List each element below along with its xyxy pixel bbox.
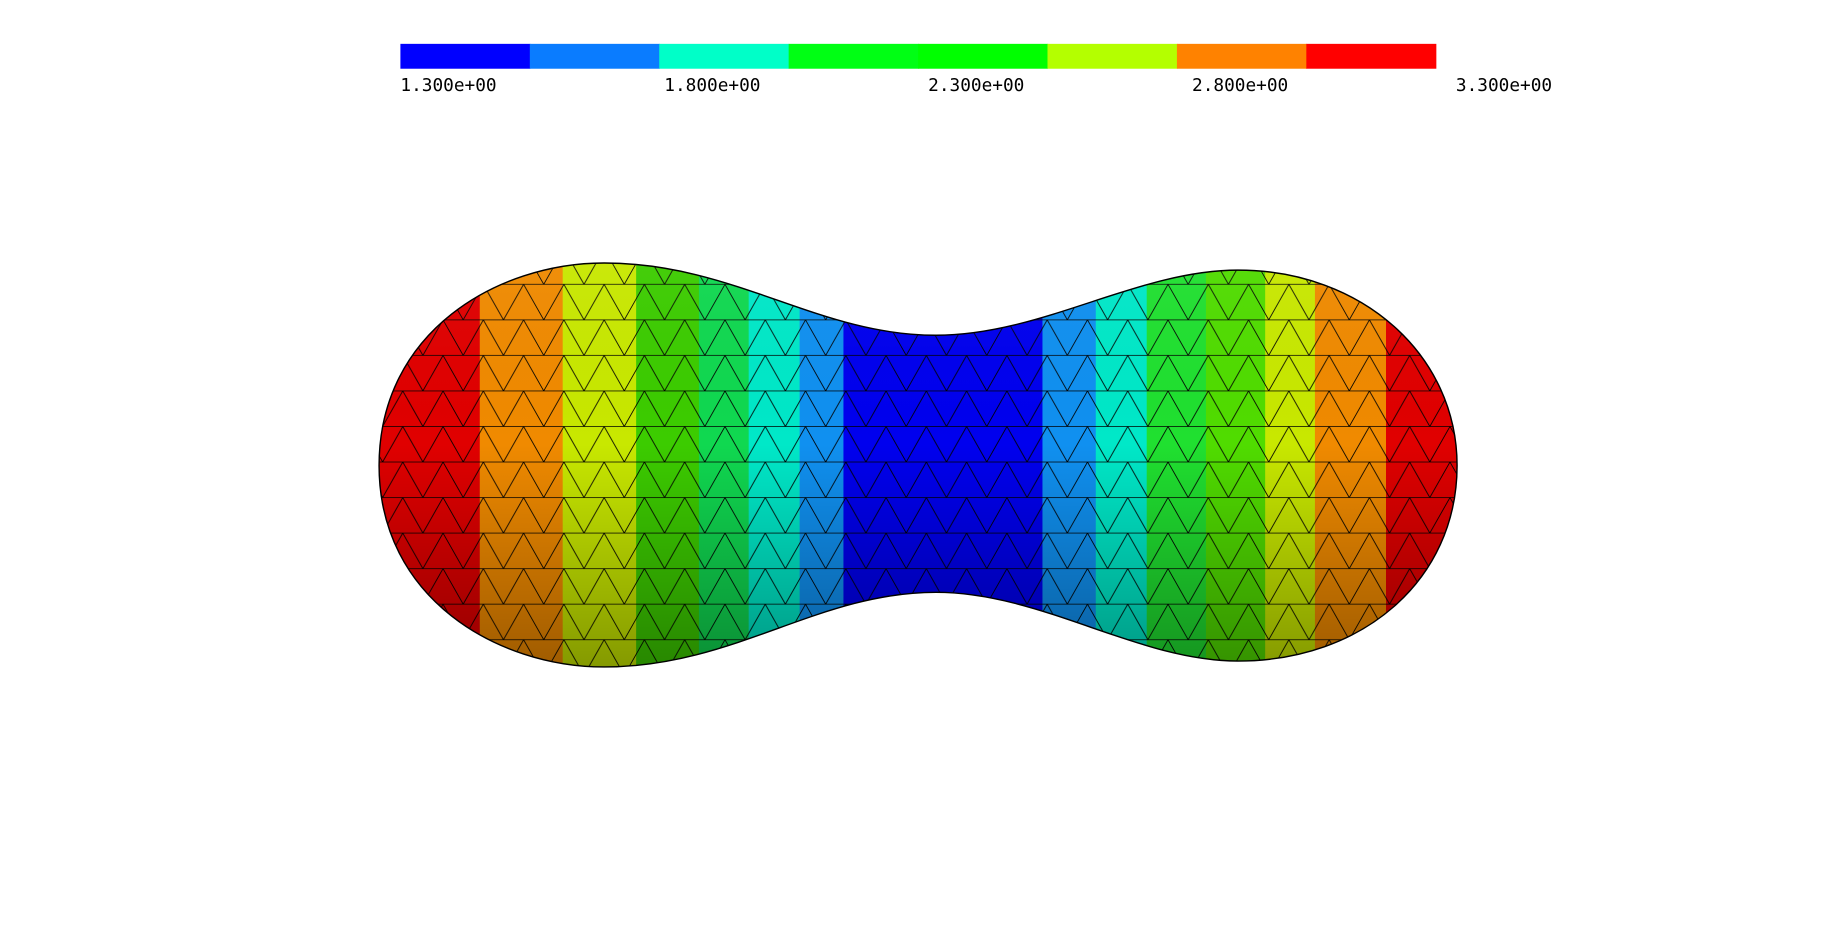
colorbar-segment [788, 43, 919, 69]
colorbar-label: 3.300e+00 [1456, 76, 1552, 96]
colorbar-segment [400, 43, 531, 69]
colorbar-label: 1.800e+00 [664, 76, 760, 96]
colorbar-label: 2.800e+00 [1192, 76, 1288, 96]
colorbar: 1.300e+00 1.800e+00 2.300e+00 2.800e+00 3.30… [400, 43, 1552, 96]
colorbar-segment [1176, 43, 1307, 69]
surface-outline [378, 262, 1458, 668]
colorbar-segment [529, 43, 660, 69]
dumbbell-surface [379, 263, 1458, 667]
colorbar-segment [659, 43, 790, 69]
colorbar-segment [1306, 43, 1437, 69]
colorbar-label: 1.300e+00 [400, 76, 496, 96]
colorbar-segment [1047, 43, 1178, 69]
colorbar-label: 2.300e+00 [928, 76, 1024, 96]
colorbar-segment [918, 43, 1049, 69]
